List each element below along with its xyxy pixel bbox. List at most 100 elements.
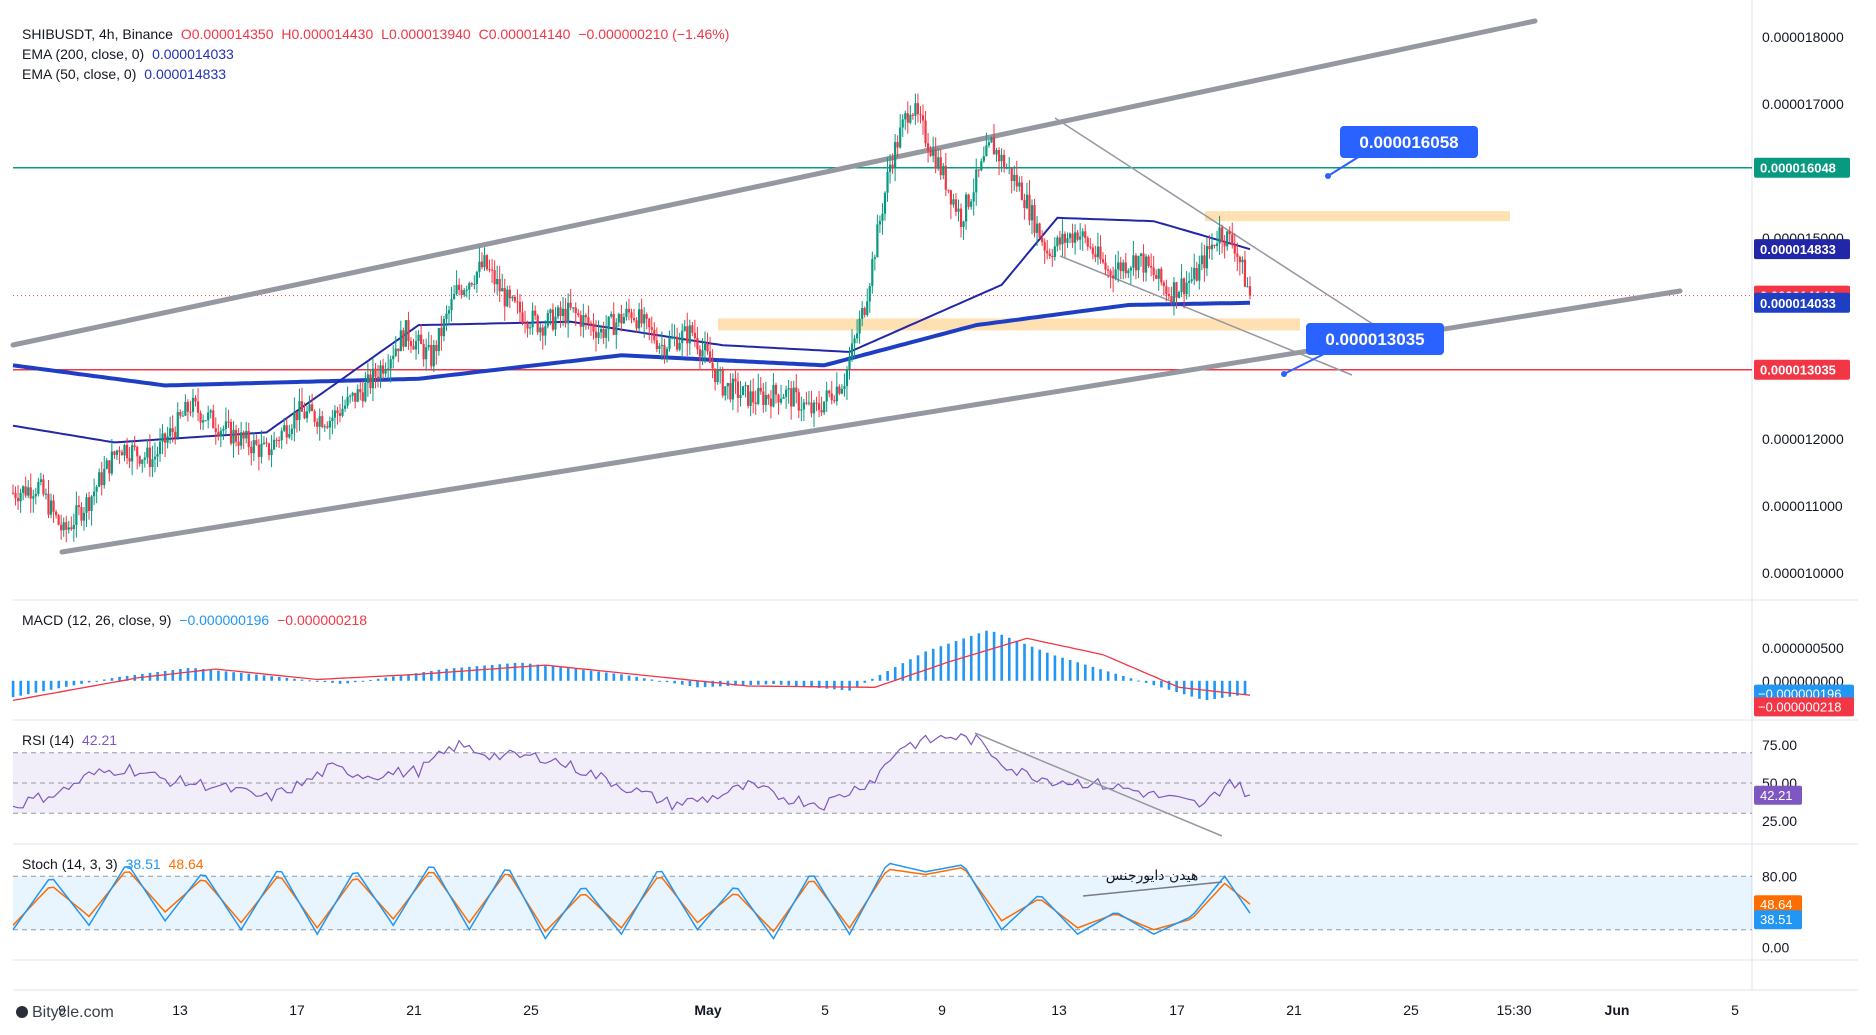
macd-value: −0.000000196 [179, 612, 270, 628]
candle-body [1152, 267, 1155, 276]
candle-body [992, 137, 996, 155]
macd-bar [597, 671, 600, 681]
candle-body [559, 307, 562, 316]
candle-body [534, 310, 537, 316]
candle-body [982, 156, 985, 162]
macd-bar [612, 673, 616, 681]
candle-body [110, 451, 113, 474]
candle-body [1043, 242, 1046, 251]
candle-body [1180, 278, 1183, 292]
macd-bar [277, 676, 281, 681]
candle-body [293, 411, 296, 429]
candle-body [371, 368, 375, 389]
candle-body [432, 344, 435, 367]
candle-body [407, 320, 410, 341]
candle-body [1150, 265, 1153, 268]
candle-body [688, 325, 691, 344]
candle-body [323, 426, 326, 428]
candle-body [665, 348, 669, 356]
macd-bar [566, 668, 570, 681]
macd-bar [323, 680, 327, 683]
stoch-tick-label: 80.00 [1762, 868, 1797, 884]
candle-body [232, 429, 235, 444]
candle-body [57, 515, 60, 525]
candle-body [850, 343, 854, 359]
candle-body [787, 388, 790, 390]
macd-bar [589, 670, 593, 681]
candle-body [298, 401, 301, 421]
macd-bar [308, 680, 311, 682]
candle-body [1200, 255, 1203, 265]
candle-body [1231, 234, 1234, 245]
candle-body [779, 398, 783, 403]
candle-body [848, 358, 851, 370]
macd-bar [635, 676, 638, 681]
price-tick-label: 0.000017000 [1762, 96, 1844, 112]
candle-body [409, 340, 413, 347]
candle-body [333, 410, 337, 418]
candle-body [944, 165, 947, 190]
candle-body [346, 396, 349, 406]
candle-body [964, 194, 968, 222]
macd-bar [1160, 680, 1163, 688]
candle-body [1089, 246, 1092, 248]
candle-body [113, 451, 116, 455]
price-marker-badge [1754, 359, 1850, 380]
macd-bar [954, 641, 958, 681]
macd-bar [871, 678, 874, 681]
candle-body [387, 368, 390, 371]
macd-bar [833, 680, 836, 690]
candle-body [686, 326, 689, 344]
candle-body [554, 316, 557, 330]
candle-body [483, 255, 486, 268]
macd-bar [924, 651, 927, 681]
candle-body [80, 507, 83, 521]
candle-body [1035, 223, 1039, 233]
macd-bar [483, 665, 486, 681]
candle-body [602, 328, 605, 338]
candle-body [536, 315, 539, 333]
candle-body [942, 165, 945, 176]
candle-body [161, 433, 164, 442]
candle-body [196, 401, 200, 413]
candle-body [328, 421, 331, 428]
candle-body [207, 412, 210, 421]
candle-body [627, 308, 631, 313]
macd-bar [604, 672, 608, 681]
candle-body [199, 412, 202, 423]
candle-body [724, 386, 727, 396]
candle-body [817, 403, 821, 410]
candle-body [349, 395, 352, 397]
candle-body [1144, 256, 1148, 273]
candle-body [648, 318, 651, 328]
candle-body [881, 213, 884, 222]
change-value: −0.000000210 (−1.46%) [578, 26, 730, 42]
candle-body [1096, 246, 1100, 258]
candle-body [1048, 253, 1051, 257]
candle-body [1218, 227, 1221, 244]
macd-bar [521, 662, 524, 681]
rsi-divergence-line [974, 732, 1223, 837]
candle-body [44, 493, 48, 495]
macd-bar [1046, 652, 1049, 681]
candle-body [970, 201, 973, 207]
candle-body [316, 421, 319, 427]
candle-body [523, 322, 527, 324]
price-marker-label: 0.000014033 [1760, 296, 1836, 311]
macd-bar [757, 680, 760, 685]
macd-bar [642, 678, 646, 681]
candle-body [531, 310, 534, 328]
candle-body [414, 341, 418, 350]
candle-body [191, 397, 195, 412]
macd-bar [57, 680, 61, 689]
candle-body [597, 332, 600, 338]
candle-body [381, 365, 385, 374]
candle-body [343, 405, 347, 409]
macd-bar [1220, 680, 1224, 698]
macd-bar [779, 680, 783, 685]
candle-body [237, 441, 240, 446]
candle-body [972, 192, 975, 202]
candle-body [1167, 294, 1170, 297]
macd-bar [247, 673, 251, 681]
